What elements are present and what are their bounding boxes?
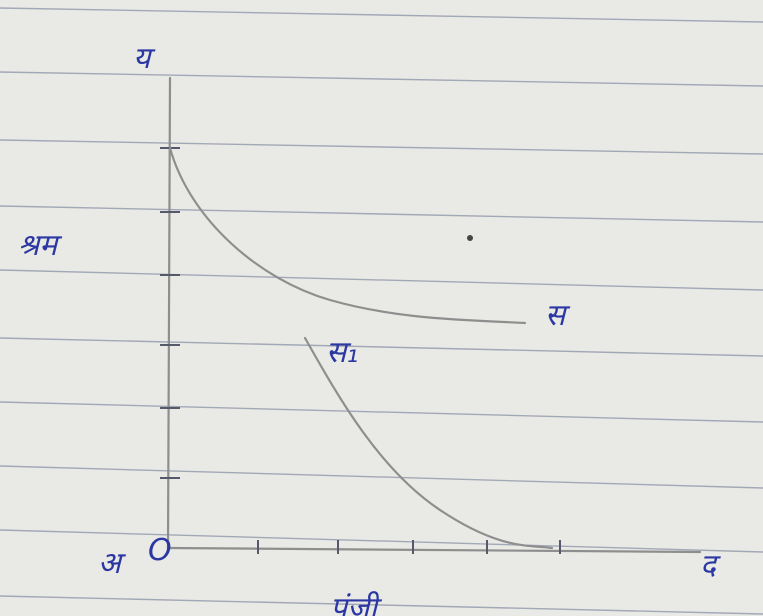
curve-label: स₁ — [326, 335, 358, 370]
ruled-line — [0, 269, 763, 291]
ruled-line — [0, 139, 763, 155]
y-axis — [166, 76, 172, 550]
curve — [303, 336, 554, 550]
ruled-lines — [0, 7, 763, 615]
ruled-line — [0, 205, 763, 223]
dot — [467, 235, 473, 241]
ruled-line — [0, 529, 763, 553]
ruled-line — [0, 7, 763, 23]
curve — [168, 146, 527, 325]
ruled-line — [0, 465, 763, 489]
x-ticks — [257, 540, 561, 554]
y-axis-end-label: य — [133, 41, 156, 76]
x-axis-end-label: द — [700, 548, 721, 583]
ruled-line — [0, 401, 763, 423]
x-axis — [166, 546, 702, 554]
x-axis-title: पूंजी — [330, 591, 382, 616]
y-axis-title: श्रम — [18, 228, 63, 263]
ruled-line — [0, 337, 763, 357]
ruled-line — [0, 595, 763, 615]
ruled-line — [0, 71, 763, 87]
origin-label: O — [148, 533, 172, 568]
